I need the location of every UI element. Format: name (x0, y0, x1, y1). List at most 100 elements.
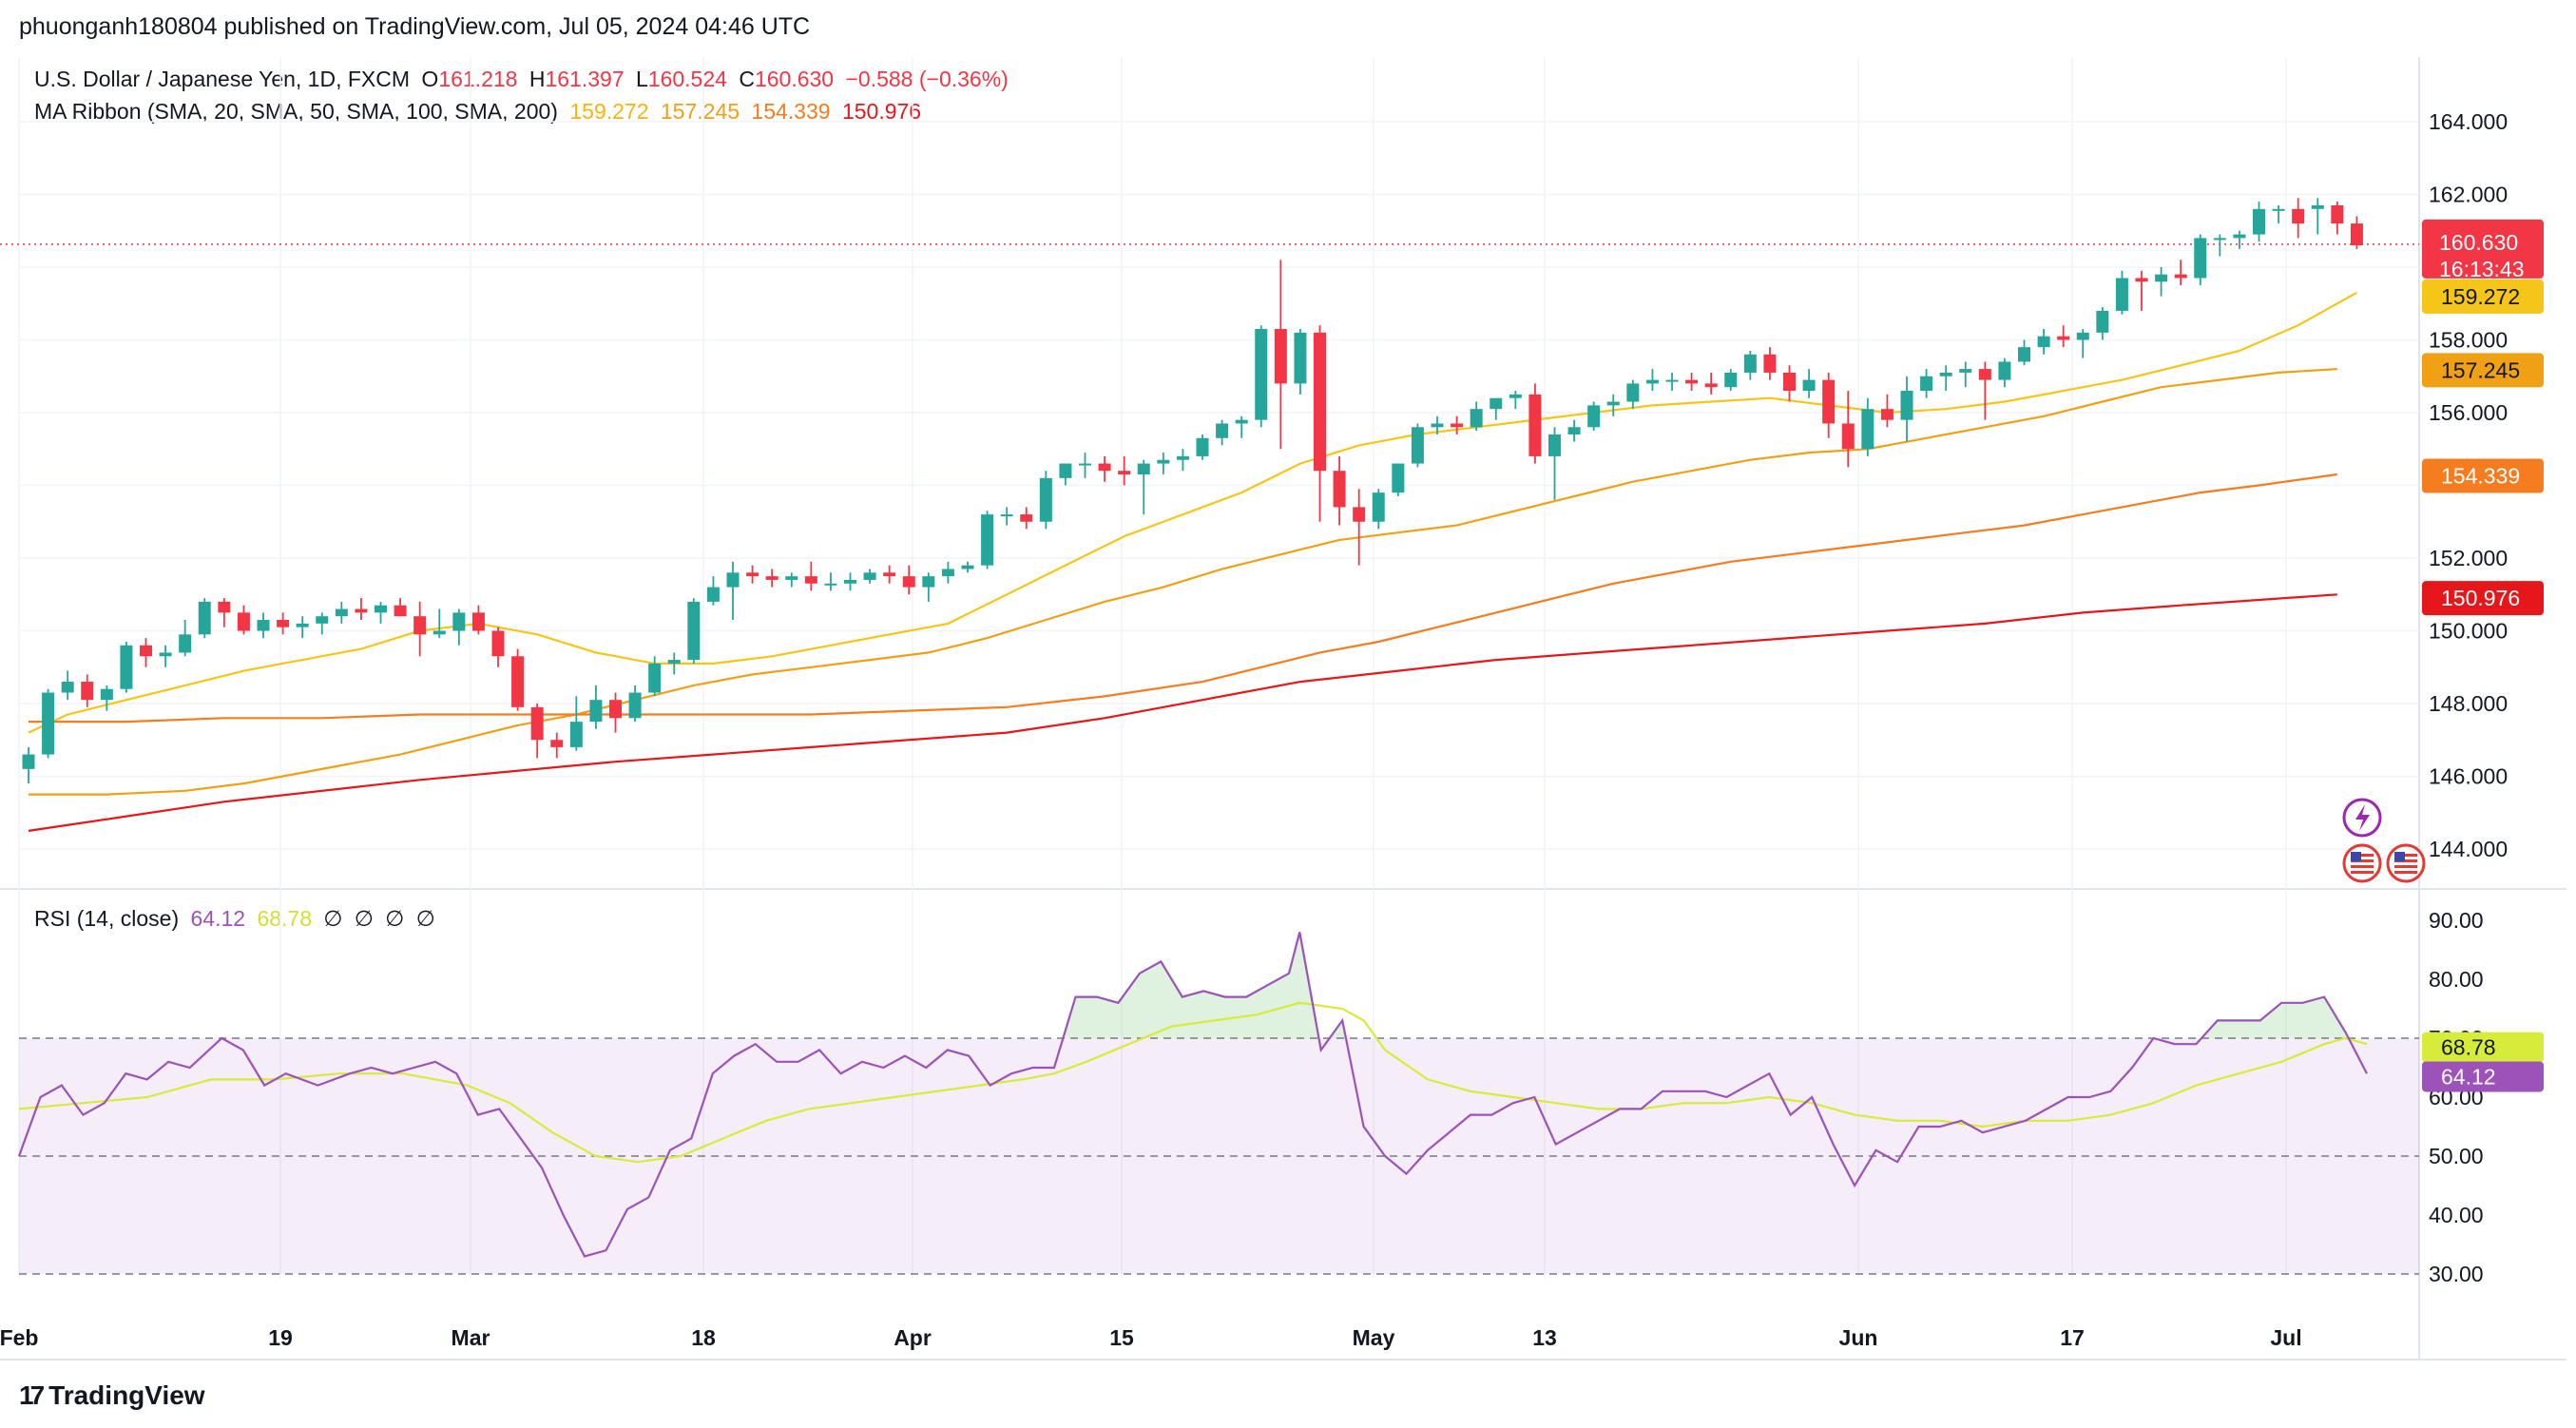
candle (1509, 391, 1522, 410)
candle-body (2350, 223, 2363, 246)
ma100-badge: 154.339 (2422, 458, 2544, 493)
candle (2233, 230, 2246, 249)
candle-body (1939, 372, 1952, 376)
candle (1724, 369, 1738, 392)
candle (1783, 365, 1796, 402)
rsi-tick-label: 80.00 (2429, 967, 2484, 992)
rsi-title[interactable]: RSI (14, close) (34, 906, 180, 931)
time-tick-label: Mar (452, 1325, 490, 1350)
candle-body (687, 601, 701, 661)
candle (257, 612, 270, 639)
candle-body (2311, 204, 2324, 209)
candle-body (883, 572, 896, 577)
rsi-tick-label: 50.00 (2429, 1144, 2484, 1168)
lightning-icon[interactable] (2342, 798, 2382, 838)
tradingview-mark-icon: 17 (19, 1380, 45, 1410)
candle (42, 688, 55, 759)
price-change: −0.588 (−0.36%) (845, 67, 1009, 91)
candle (1294, 329, 1307, 395)
ma20-badge-text: 159.272 (2441, 284, 2520, 309)
candle (609, 692, 622, 733)
price-tick-label: 150.000 (2429, 619, 2508, 644)
ma20-value: 159.272 (569, 99, 649, 124)
candle (81, 674, 94, 707)
rsi-na-3: ∅ (385, 906, 405, 931)
candle (1626, 379, 1640, 410)
rsi-line (17, 932, 2368, 1258)
candle-body (609, 700, 622, 719)
last-price-text: 160.630 (2439, 230, 2518, 255)
candle (902, 565, 915, 595)
candle (2331, 202, 2344, 235)
candle-body (1861, 409, 1874, 450)
candle (2194, 234, 2207, 286)
candlestick-series (22, 198, 2363, 784)
candle-body (296, 623, 309, 627)
candle-body (1567, 427, 1581, 434)
candle-body (2115, 278, 2128, 311)
rsi-na-4: ∅ (415, 906, 435, 931)
candle (1411, 423, 1424, 468)
candle-body (628, 692, 642, 719)
candle (1998, 357, 2011, 388)
candle (1665, 372, 1679, 392)
candle-body (375, 605, 387, 613)
rsi-ma-badge-text: 68.78 (2441, 1035, 2496, 1060)
candle (2057, 325, 2070, 348)
candle (2096, 307, 2109, 340)
candle-body (413, 616, 427, 635)
candle (1606, 394, 1620, 416)
candle-body (589, 700, 603, 723)
candle (2115, 270, 2128, 315)
rsi-ma-badge: 68.78 (2422, 1032, 2544, 1063)
candle-body (1743, 354, 1757, 373)
time-tick-label: 15 (1109, 1325, 1134, 1350)
candle (589, 685, 603, 729)
candle-body (2272, 208, 2285, 211)
candle (1685, 372, 1699, 392)
candle-body (667, 660, 681, 664)
candle (491, 627, 505, 667)
candle-body (1606, 401, 1620, 406)
candle (1861, 397, 1874, 456)
candle (198, 598, 211, 639)
candle-body (2233, 234, 2246, 239)
candle-body (1587, 405, 1601, 428)
candle (1157, 453, 1170, 475)
candle-body (648, 663, 662, 693)
candle (100, 685, 113, 711)
candle-body (1411, 427, 1424, 464)
candle (1763, 347, 1777, 380)
candle (2076, 329, 2089, 358)
tradingview-logo[interactable]: 17 TradingView (19, 1380, 205, 1411)
rsi-badge-bg (2422, 1061, 2544, 1092)
candle-body (785, 576, 798, 580)
candle-body (1333, 471, 1346, 508)
candle (413, 601, 427, 657)
candle (159, 645, 172, 667)
candle (277, 612, 290, 635)
ma50-badge-bg (2422, 353, 2544, 388)
candle-body (2174, 274, 2187, 279)
candle (22, 746, 35, 784)
candle-body (1196, 437, 1209, 456)
symbol-title[interactable]: U.S. Dollar / Japanese Yen, 1D, FXCM (34, 67, 411, 91)
candle-body (1685, 379, 1699, 384)
candle (2155, 267, 2168, 297)
us-flag-icon-2[interactable] (2386, 843, 2426, 883)
rsi-badge: 64.12 (2422, 1061, 2544, 1092)
price-tick-label: 152.000 (2429, 546, 2508, 570)
time-tick-label: Jun (1839, 1325, 1878, 1350)
candle-body (726, 572, 740, 588)
candle-body (1039, 477, 1052, 522)
rsi-na-2: ∅ (354, 906, 374, 931)
candle-body (1822, 379, 1836, 424)
us-flag-icon[interactable] (2342, 843, 2382, 883)
candle (1822, 372, 1836, 438)
candle (569, 696, 583, 751)
ma50-badge-text: 157.245 (2441, 357, 2520, 382)
candle-body (1783, 372, 1796, 392)
